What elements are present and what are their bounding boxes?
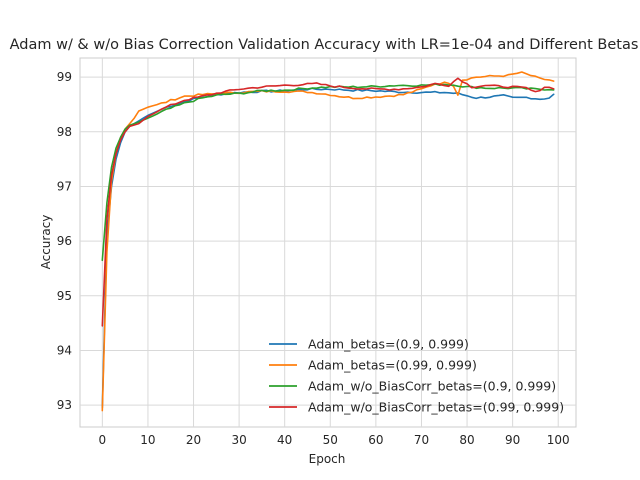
legend-entry: Adam_w/o_BiasCorr_betas=(0.99, 0.999): [308, 400, 564, 415]
y-axis-label: Accuracy: [39, 215, 53, 270]
y-tick-label: 96: [57, 234, 72, 248]
legend-entry: Adam_betas=(0.99, 0.999): [308, 358, 477, 373]
x-tick-label: 70: [414, 433, 429, 447]
series-line-2: [101, 71, 555, 412]
chart-title: Adam w/ & w/o Bias Correction Validation…: [10, 37, 639, 53]
y-tick-label: 99: [57, 70, 72, 84]
x-tick-label: 0: [99, 433, 107, 447]
x-tick-label: 30: [231, 433, 246, 447]
y-tick-label: 93: [57, 398, 72, 412]
x-ticks: 0 10 20 30 40 50 60 70 80 90 100: [99, 433, 570, 447]
y-tick-label: 97: [57, 179, 72, 193]
x-tick-label: 50: [323, 433, 338, 447]
y-tick-label: 94: [57, 343, 72, 357]
legend-entry: Adam_w/o_BiasCorr_betas=(0.9, 0.999): [308, 379, 556, 394]
y-tick-label: 95: [57, 289, 72, 303]
series-line-3: [101, 83, 555, 262]
x-tick-label: 10: [140, 433, 155, 447]
series-lines: [101, 71, 555, 412]
x-tick-label: 20: [186, 433, 201, 447]
x-tick-label: 90: [505, 433, 520, 447]
x-tick-label: 80: [459, 433, 474, 447]
x-tick-label: 40: [277, 433, 292, 447]
y-tick-label: 98: [57, 125, 72, 139]
series-line-4: [101, 77, 555, 327]
x-axis-label: Epoch: [309, 452, 346, 466]
series-line-1: [101, 87, 555, 409]
x-tick-label: 60: [368, 433, 383, 447]
legend: Adam_betas=(0.9, 0.999) Adam_betas=(0.99,…: [269, 337, 564, 415]
grid: [80, 58, 576, 427]
legend-entry: Adam_betas=(0.9, 0.999): [308, 337, 469, 352]
y-ticks: 93 94 95 96 97 98 99: [57, 70, 72, 412]
x-tick-label: 100: [547, 433, 570, 447]
plot-area: [79, 57, 577, 428]
